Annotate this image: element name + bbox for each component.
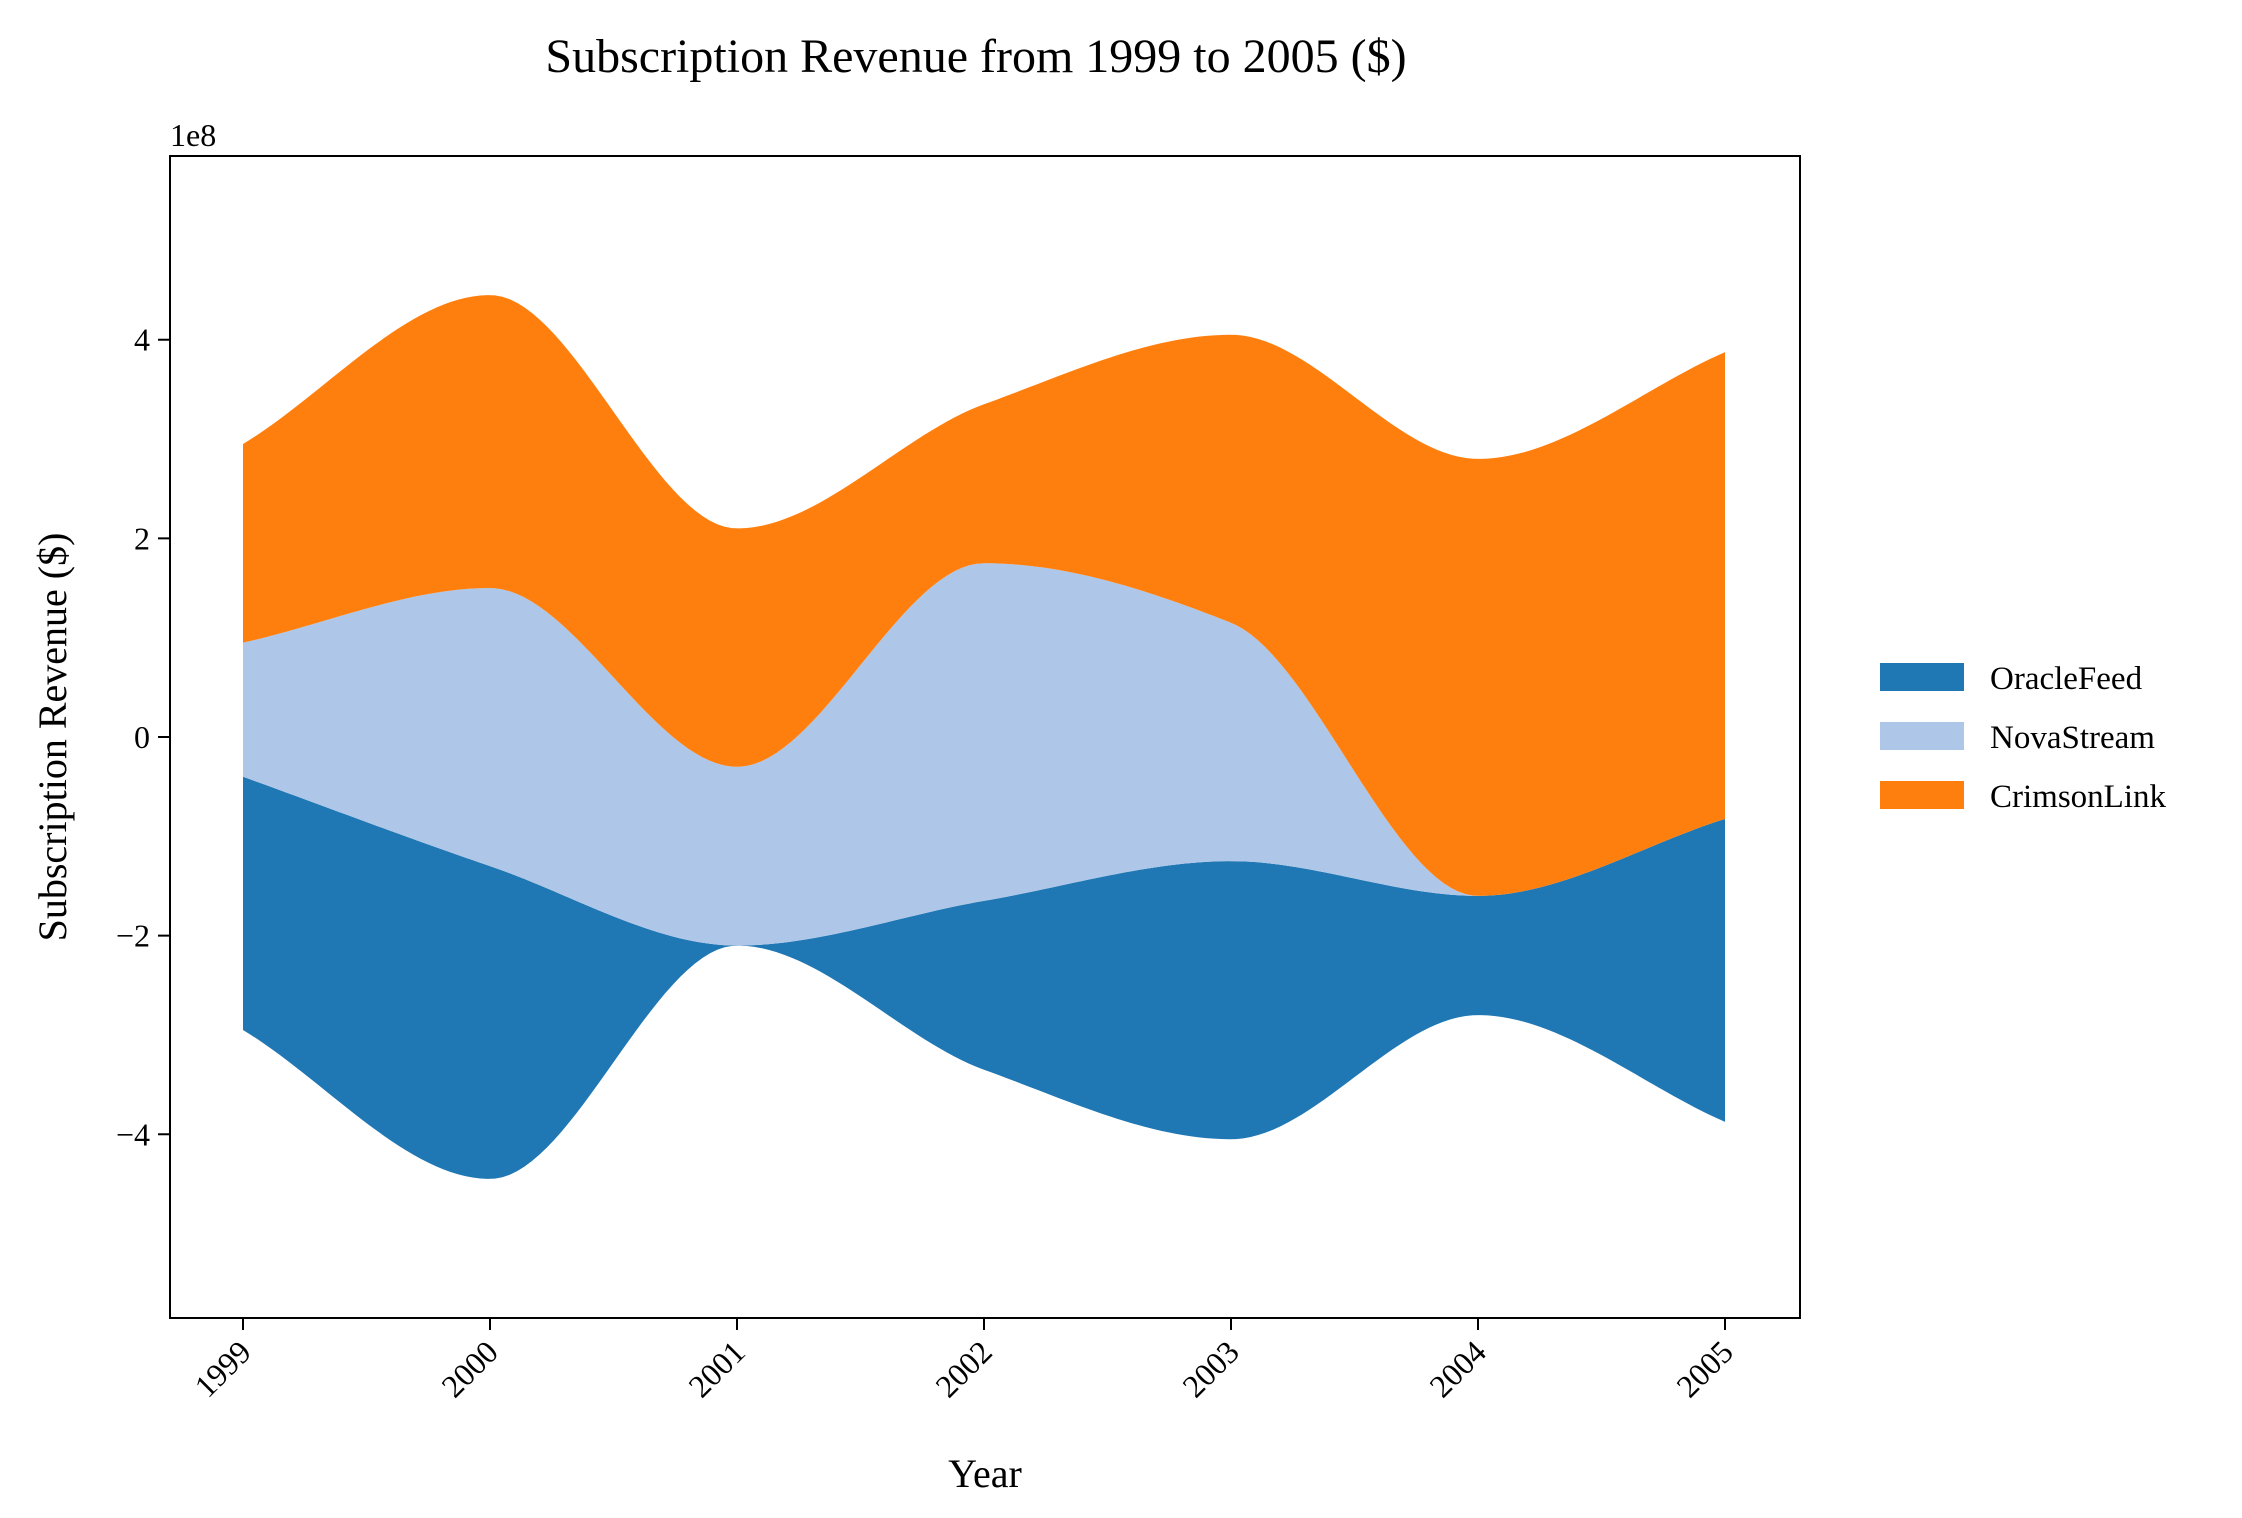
x-axis-label: Year: [948, 1451, 1022, 1496]
y-axis-ticks: −4 −2 0 2 4: [116, 322, 170, 1152]
legend: OracleFeed NovaStream CrimsonLink: [1880, 661, 2167, 815]
legend-label-oraclefeed: OracleFeed: [1990, 661, 2143, 697]
y-axis-label: Subscription Revenue ($): [30, 533, 75, 942]
stream-area-oraclefeed: [243, 776, 1725, 1179]
y-tick-label: 0: [134, 719, 150, 755]
legend-swatch-oraclefeed: [1880, 663, 1964, 691]
legend-label-crimsonlink: CrimsonLink: [1990, 779, 2167, 815]
chart-title: Subscription Revenue from 1999 to 2005 (…: [545, 30, 1406, 83]
stream-area-novastream: [243, 563, 1725, 946]
y-offset-text: 1e8: [170, 117, 216, 153]
legend-swatch-novastream: [1880, 722, 1964, 750]
y-tick-label: −2: [116, 918, 150, 954]
plot-areas: [243, 295, 1725, 1179]
y-tick-label: 4: [134, 322, 150, 358]
y-tick-label: −4: [116, 1116, 150, 1152]
y-tick-label: 2: [134, 520, 150, 556]
legend-swatch-crimsonlink: [1880, 781, 1964, 809]
stream-area-crimsonlink: [243, 295, 1725, 896]
legend-label-novastream: NovaStream: [1990, 720, 2155, 756]
